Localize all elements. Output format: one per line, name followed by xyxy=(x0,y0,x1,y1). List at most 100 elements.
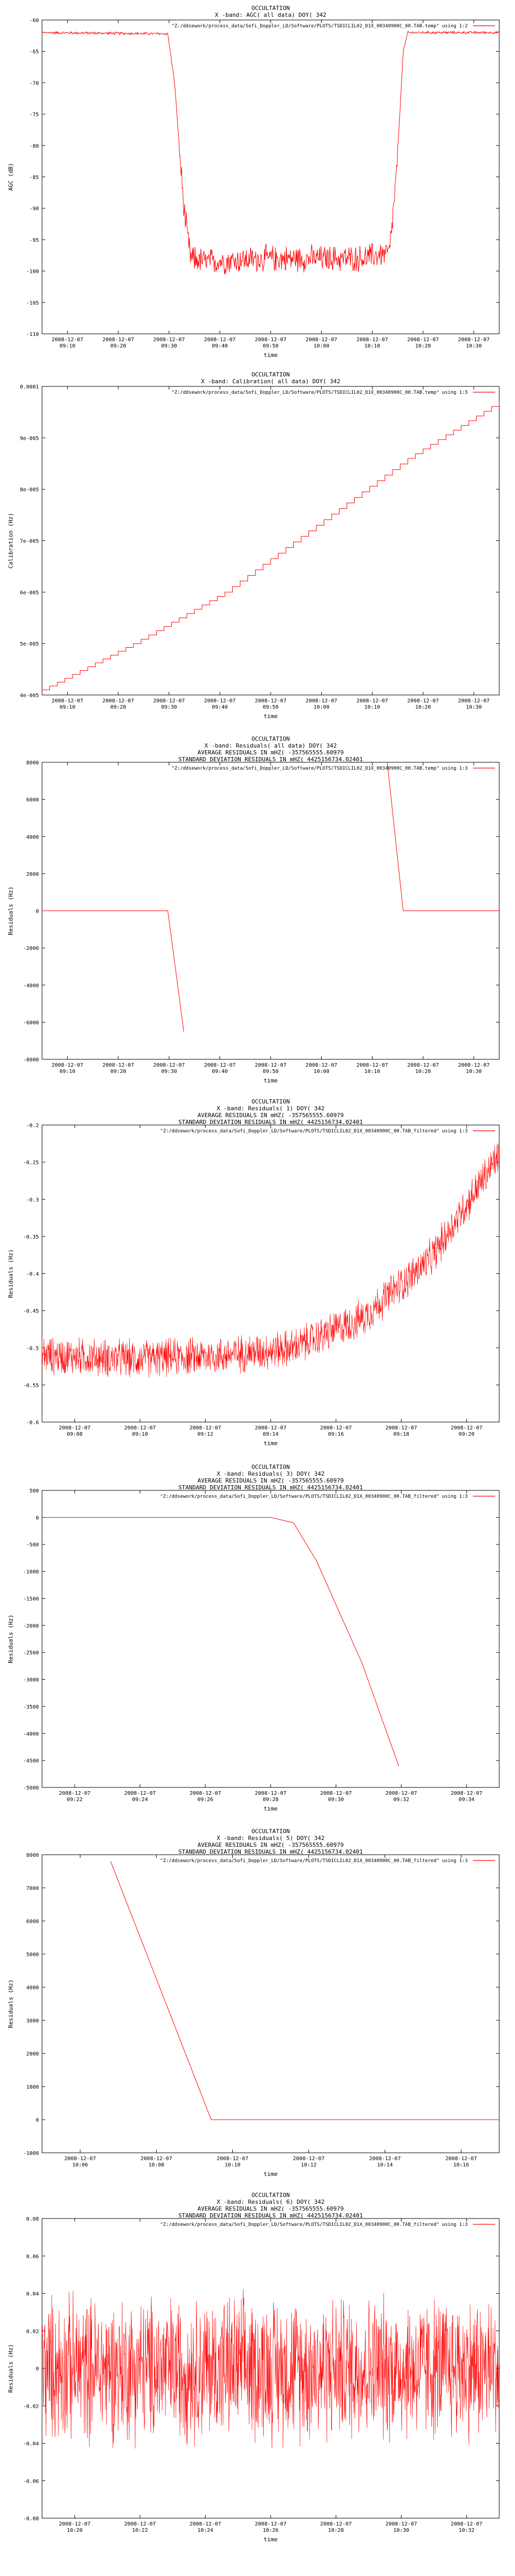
series-line xyxy=(42,911,184,1032)
chart-title-line: AVERAGE RESIDUALS IN mHZ( -357565555.609… xyxy=(198,1477,344,1484)
x-axis-label: time xyxy=(264,352,278,359)
x-tick-label: 2008-12-07 xyxy=(64,2156,96,2162)
chart-title-line: X -band: Residuals( 3) DOY( 342 xyxy=(217,1470,324,1477)
y-tick-label: -0.5 xyxy=(26,1346,39,1352)
chart-title-line: AVERAGE RESIDUALS IN mHZ( -357565555.609… xyxy=(198,1112,344,1119)
series-line xyxy=(42,1517,399,1766)
chart-title-line: AVERAGE RESIDUALS IN mHZ( -357565555.609… xyxy=(198,749,344,756)
x-tick-label: 10:20 xyxy=(415,1069,431,1075)
y-axis-label: Calibration (Hz) xyxy=(7,513,14,569)
y-tick-label: -0.4 xyxy=(26,1272,39,1277)
legend-label: "Z:/ddsework/process_data/Sofi_Doppler_L… xyxy=(171,24,468,29)
y-tick-label: 8000 xyxy=(26,760,39,766)
x-tick-label: 09:14 xyxy=(263,1432,279,1437)
y-tick-label: 500 xyxy=(29,1488,39,1494)
x-tick-label: 09:20 xyxy=(459,1432,475,1437)
x-tick-label: 2008-12-07 xyxy=(190,2521,221,2527)
x-tick-label: 09:08 xyxy=(67,1432,83,1437)
legend-label: "Z:/ddsework/process_data/Sofi_Doppler_L… xyxy=(160,2222,468,2227)
x-tick-label: 2008-12-07 xyxy=(59,1425,90,1431)
y-tick-label: 2000 xyxy=(26,872,39,877)
y-tick-label: -5000 xyxy=(23,1785,39,1791)
y-tick-label: -95 xyxy=(29,238,39,243)
chart-title-line: X -band: AGC( all data) DOY( 342 xyxy=(215,12,326,18)
y-tick-label: -4500 xyxy=(23,1759,39,1764)
x-tick-label: 2008-12-07 xyxy=(59,2521,90,2527)
y-tick-label: -100 xyxy=(26,269,39,275)
x-tick-label: 09:12 xyxy=(198,1432,213,1437)
x-tick-label: 2008-12-07 xyxy=(385,2521,417,2527)
series-line xyxy=(42,402,499,690)
x-tick-label: 2008-12-07 xyxy=(140,2156,172,2162)
y-axis-label: Residuals (Hz) xyxy=(7,1249,14,1298)
x-tick-label: 10:12 xyxy=(301,2162,316,2168)
chart-title-line: OCCULTATION xyxy=(252,735,290,742)
x-tick-label: 10:14 xyxy=(377,2162,393,2168)
x-tick-label: 10:30 xyxy=(394,2528,409,2533)
series-line xyxy=(42,30,499,275)
y-tick-label: -0.6 xyxy=(26,1420,39,1426)
x-tick-label: 2008-12-07 xyxy=(190,1791,221,1796)
chart-title-line: OCCULTATION xyxy=(252,1464,290,1470)
x-tick-label: 2008-12-07 xyxy=(306,337,337,343)
y-tick-label: 0.02 xyxy=(26,2329,39,2335)
chart-title-line: OCCULTATION xyxy=(252,1828,290,1835)
x-tick-label: 2008-12-07 xyxy=(458,698,490,704)
x-tick-label: 2008-12-07 xyxy=(356,1062,388,1068)
chart-title-line: X -band: Residuals( 1) DOY( 342 xyxy=(217,1105,324,1112)
x-tick-label: 09:24 xyxy=(132,1797,148,1803)
chart-title-line: OCCULTATION xyxy=(252,5,290,12)
x-tick-label: 10:26 xyxy=(263,2528,279,2533)
chart-title-line: X -band: Residuals( 5) DOY( 342 xyxy=(217,1835,324,1842)
x-tick-label: 2008-12-07 xyxy=(52,698,83,704)
x-tick-label: 2008-12-07 xyxy=(385,1791,417,1796)
chart-title-line: STANDARD DEVIATION RESIDUALS IN mHZ( 442… xyxy=(179,756,363,763)
x-tick-label: 10:16 xyxy=(453,2162,469,2168)
x-tick-label: 2008-12-07 xyxy=(451,2521,482,2527)
y-tick-label: -0.55 xyxy=(23,1383,39,1388)
legend-label: "Z:/ddsework/process_data/Sofi_Doppler_L… xyxy=(171,766,468,771)
y-tick-label: -8000 xyxy=(23,1057,39,1063)
chart-title-line: STANDARD DEVIATION RESIDUALS IN mHZ( 442… xyxy=(179,1848,363,1855)
chart-title-line: STANDARD DEVIATION RESIDUALS IN mHZ( 442… xyxy=(179,1119,363,1126)
x-tick-label: 09:40 xyxy=(212,1069,228,1075)
x-tick-label: 2008-12-07 xyxy=(204,337,235,343)
y-axis-label: Residuals (Hz) xyxy=(7,1614,14,1663)
chart-title-line: OCCULTATION xyxy=(252,1098,290,1105)
y-tick-label: -1000 xyxy=(23,2151,39,2156)
x-tick-label: 2008-12-07 xyxy=(458,337,490,343)
x-tick-label: 09:30 xyxy=(161,1069,177,1075)
y-tick-label: -105 xyxy=(26,300,39,306)
x-tick-label: 2008-12-07 xyxy=(102,337,134,343)
y-axis-label: AGC (dB) xyxy=(7,163,14,191)
x-tick-label: 10:24 xyxy=(198,2528,213,2533)
series-line xyxy=(110,1861,499,2120)
x-tick-label: 09:20 xyxy=(110,1069,126,1075)
chart-title-line: X -band: Calibration( all data) DOY( 342 xyxy=(201,378,341,385)
x-tick-label: 2008-12-07 xyxy=(369,2156,400,2162)
x-tick-label: 10:10 xyxy=(364,343,380,349)
x-tick-label: 09:32 xyxy=(394,1797,409,1803)
x-tick-label: 2008-12-07 xyxy=(124,1425,156,1431)
y-tick-label: 5000 xyxy=(26,1952,39,1958)
x-tick-label: 2008-12-07 xyxy=(153,1062,185,1068)
x-tick-label: 09:26 xyxy=(198,1797,213,1803)
y-tick-label: 0.0001 xyxy=(20,384,39,390)
x-axis-label: time xyxy=(264,713,278,720)
y-tick-label: -2000 xyxy=(23,946,39,952)
y-axis-label: Residuals (Hz) xyxy=(7,1979,14,2028)
x-axis-label: time xyxy=(264,1805,278,1812)
y-tick-label: 0 xyxy=(36,2118,39,2123)
y-tick-label: 0 xyxy=(36,2366,39,2372)
series-line xyxy=(42,2289,499,2449)
x-tick-label: 2008-12-07 xyxy=(306,698,337,704)
x-tick-label: 09:34 xyxy=(459,1797,475,1803)
y-tick-label: -110 xyxy=(26,332,39,338)
y-tick-label: -0.02 xyxy=(23,2404,39,2409)
y-tick-label: 9e-005 xyxy=(20,436,39,442)
x-tick-label: 2008-12-07 xyxy=(52,337,83,343)
plot-frame xyxy=(42,386,500,696)
